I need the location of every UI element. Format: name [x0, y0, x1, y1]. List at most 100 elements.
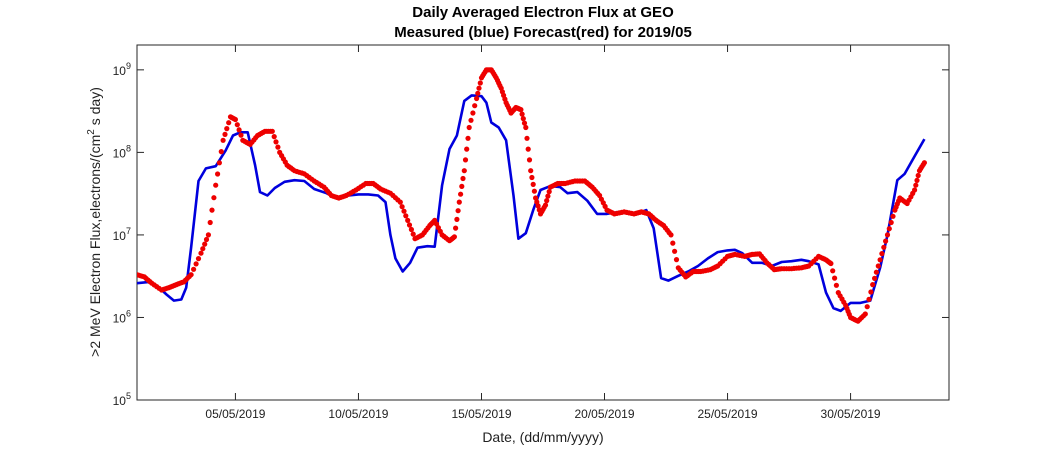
- forecast-point: [399, 204, 405, 210]
- forecast-point: [401, 208, 407, 214]
- forecast-point: [238, 132, 244, 138]
- forecast-point: [921, 160, 928, 166]
- forecast-point: [886, 226, 892, 232]
- forecast-point: [915, 172, 921, 179]
- x-tick-label: 10/05/2019: [328, 407, 388, 421]
- plot-area-frame: [136, 44, 950, 401]
- y-tick-base: 10: [113, 64, 127, 78]
- forecast-point: [673, 257, 680, 263]
- forecast-point: [872, 275, 878, 281]
- forecast-point: [188, 272, 194, 278]
- x-tick-label: 30/05/2019: [821, 407, 881, 421]
- forecast-point: [879, 251, 885, 257]
- y-tick-exponent: 5: [126, 391, 131, 401]
- forecast-point: [672, 248, 678, 254]
- forecast-point: [519, 111, 525, 117]
- forecast-point: [454, 216, 460, 222]
- forecast-point: [216, 160, 222, 166]
- forecast-point: [913, 182, 919, 188]
- forecast-point: [458, 191, 464, 197]
- x-axis: 05/05/2019 10/05/2019 15/05/2019 20/05/2019…: [205, 45, 881, 421]
- forecast-point: [866, 296, 872, 302]
- forecast-point: [198, 250, 204, 256]
- forecast-point: [203, 236, 210, 243]
- forecast-point: [877, 257, 883, 263]
- forecast-point: [460, 175, 466, 182]
- x-tick-label: 15/05/2019: [451, 407, 511, 421]
- y-tick-label: 105: [113, 391, 131, 408]
- chart-title-line1: Daily Averaged Electron Flux at GEO: [412, 4, 674, 21]
- forecast-point: [403, 213, 409, 219]
- forecast-point: [832, 275, 838, 281]
- forecast-point: [410, 231, 416, 237]
- forecast-point: [533, 195, 539, 201]
- forecast-point: [224, 126, 230, 132]
- forecast-point: [830, 268, 836, 274]
- forecast-point: [545, 193, 551, 199]
- forecast-point: [234, 122, 240, 128]
- forecast-point: [521, 120, 528, 126]
- forecast-point: [236, 127, 242, 133]
- forecast-point: [864, 304, 870, 310]
- forecast-point: [888, 219, 894, 226]
- forecast-point: [273, 139, 279, 145]
- forecast-point: [466, 124, 472, 131]
- x-axis-label: Date, (dd/mm/yyyy): [482, 429, 603, 445]
- forecast-point: [546, 189, 552, 195]
- forecast-point: [520, 116, 526, 122]
- y-tick-label: 107: [113, 226, 131, 243]
- forecast-point: [451, 234, 457, 240]
- y-tick-base: 10: [113, 229, 127, 243]
- forecast-point: [881, 244, 887, 250]
- forecast-point: [528, 168, 534, 174]
- y-tick-base: 10: [113, 311, 127, 325]
- y-tick-label: 106: [113, 308, 131, 325]
- forecast-point: [833, 282, 840, 288]
- forecast-point: [408, 226, 414, 233]
- forecast-point: [193, 261, 199, 267]
- forecast-point: [456, 199, 462, 205]
- forecast-point: [269, 128, 275, 134]
- forecast-point: [461, 168, 467, 174]
- forecast-point: [472, 103, 478, 109]
- forecast-point: [465, 135, 471, 141]
- forecast-point: [535, 203, 541, 209]
- forecast-point: [862, 311, 868, 317]
- y-tick-label: 108: [113, 143, 131, 160]
- forecast-point: [209, 207, 215, 213]
- forecast-point: [476, 85, 482, 91]
- forecast-point: [462, 157, 469, 163]
- forecast-point: [523, 124, 529, 131]
- forecast-point: [218, 149, 224, 155]
- forecast-point: [397, 199, 403, 205]
- forecast-point: [207, 219, 213, 226]
- forecast-point: [405, 217, 411, 223]
- x-tick-label: 05/05/2019: [205, 407, 265, 421]
- forecast-point: [470, 110, 476, 116]
- forecast-point: [868, 289, 874, 295]
- forecast-point: [534, 199, 540, 205]
- y-tick-exponent: 7: [126, 226, 131, 236]
- chart-title-line2: Measured (blue) Forecast(red) for 2019/0…: [394, 24, 692, 41]
- x-tick-label: 25/05/2019: [698, 407, 758, 421]
- forecast-point: [213, 182, 219, 188]
- forecast-point: [525, 146, 531, 152]
- forecast-point: [875, 263, 881, 269]
- forecast-point: [215, 171, 221, 177]
- forecast-point: [455, 208, 461, 214]
- forecast-point: [890, 213, 896, 219]
- forecast-point: [475, 90, 481, 96]
- forecast-point: [453, 225, 459, 231]
- forecast-point: [884, 232, 891, 238]
- forecast-point: [195, 256, 202, 262]
- forecast-point: [222, 131, 228, 137]
- y-tick-exponent: 8: [126, 143, 131, 153]
- forecast-point: [220, 137, 226, 143]
- y-tick-label: 109: [113, 61, 131, 78]
- forecast-point: [914, 177, 920, 183]
- forecast-point: [870, 282, 876, 288]
- forecast-point: [873, 269, 880, 275]
- measured-series-line: [137, 94, 926, 313]
- forecast-point: [530, 181, 536, 187]
